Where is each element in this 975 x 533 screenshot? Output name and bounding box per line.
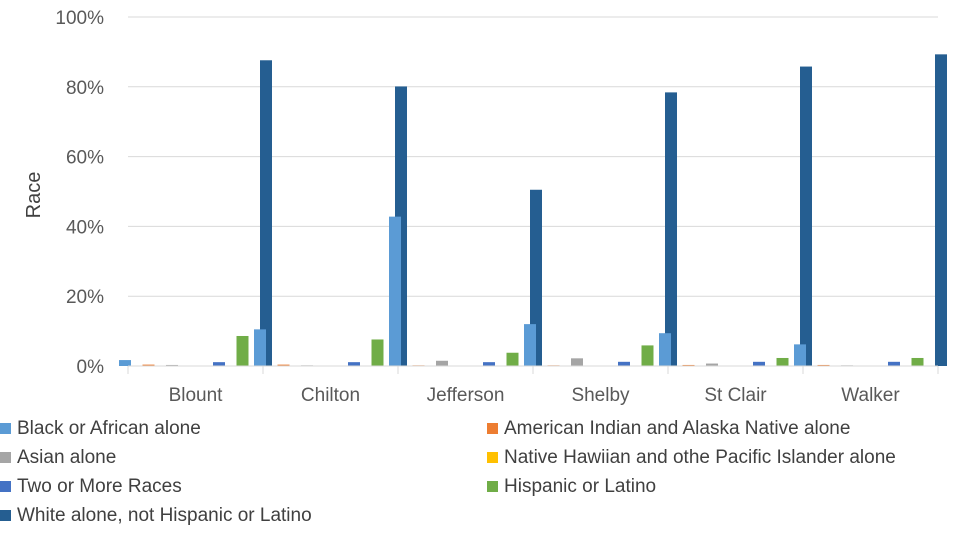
bar [659,333,671,366]
legend-item: Black or African alone [0,414,201,443]
y-tick-label: 0% [77,357,105,378]
bar [371,339,384,366]
bar [911,357,924,366]
bar [817,364,830,366]
legend-label: Asian alone [17,446,117,468]
bar [571,358,583,366]
x-tick-label: Walker [841,385,900,406]
bar [665,92,677,366]
legend-swatch [0,452,11,463]
legend-item: Two or More Races [0,472,182,501]
y-tick-label: 60% [66,148,104,169]
legend-label: Hispanic or Latino [504,475,657,497]
bar [682,364,695,366]
bar [254,329,266,366]
y-tick-label: 40% [66,217,104,238]
legend-label: White alone, not Hispanic or Latino [17,504,312,526]
bar [436,360,448,366]
bar-chart: Blount Chilton Jefferson Shelby St Clair Walk… [23,8,947,406]
legend-item: Asian alone [0,443,116,472]
x-tick-label: Chilton [301,385,360,406]
legend-swatch [487,423,498,434]
legend: Black or African alone American Indian an… [0,414,975,533]
bar [213,362,225,366]
legend-swatch [0,423,11,434]
bar [800,66,812,367]
bar [524,324,536,366]
y-tick-label: 100% [55,8,104,29]
x-tick-label: Shelby [571,385,630,406]
bar [706,363,718,366]
legend-item: American Indian and Alaska Native alone [487,414,850,443]
bar [794,344,806,366]
bar [753,361,765,366]
bars [119,54,947,367]
x-tick-label: Jefferson [427,385,505,406]
bar [389,216,401,366]
bar [236,335,249,366]
y-axis: 0% 20% 40% 60% 80% 100% [55,8,104,378]
bar [277,364,290,366]
bar [776,357,789,366]
bar [142,364,155,366]
bar [641,345,654,366]
legend-label: American Indian and Alaska Native alone [504,417,851,439]
bar [888,361,900,366]
bar [166,364,178,366]
x-tick-label: St Clair [704,385,767,406]
y-axis-label: Race [23,172,45,219]
bar [530,189,542,366]
y-tick-label: 80% [66,78,104,99]
bar [935,54,947,367]
x-axis: Blount Chilton Jefferson Shelby St Clair Walk… [127,365,939,406]
legend-swatch [487,481,498,492]
legend-label: Two or More Races [17,475,182,497]
bar [618,361,630,366]
y-tick-label: 20% [66,287,104,308]
bar [506,352,519,366]
legend-item: Hispanic or Latino [487,472,656,501]
legend-swatch [487,452,498,463]
bar [119,360,131,366]
bar [260,60,272,366]
x-tick-label: Blount [169,385,224,406]
legend-item: Native Hawiian and othe Pacific Islander… [487,443,896,472]
legend-swatch [0,510,11,521]
legend-swatch [0,481,11,492]
legend-item: White alone, not Hispanic or Latino [0,501,312,530]
legend-label: Black or African alone [17,417,201,439]
bar [483,362,495,366]
legend-label: Native Hawiian and othe Pacific Islander… [504,446,896,468]
bar [348,362,360,366]
